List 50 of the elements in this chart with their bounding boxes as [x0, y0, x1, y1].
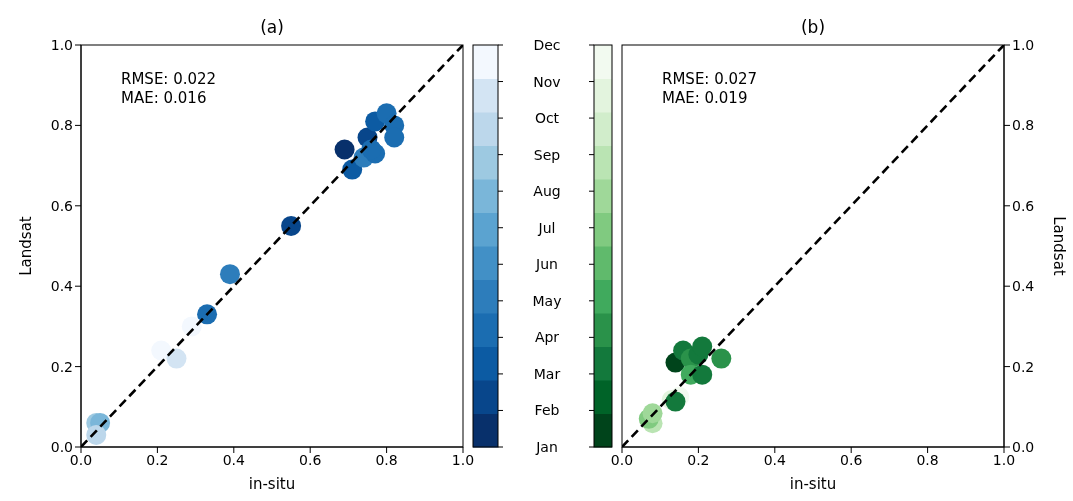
x-tick-label: 1.0: [451, 451, 475, 468]
color-bar-label: Dec: [533, 37, 561, 53]
y-tick-label: 0.8: [1012, 117, 1035, 134]
x-tick-label: 0.8: [916, 451, 939, 468]
point: [86, 424, 107, 445]
y-tick-label: 1.0: [50, 36, 73, 53]
y-axis-title: Landsat: [1049, 216, 1068, 276]
annotation: MAE: 0.019: [662, 89, 748, 107]
y-tick-label: 0.2: [1012, 358, 1035, 375]
y-axis-title: Landsat: [17, 216, 36, 276]
x-tick-label: 0.8: [375, 451, 398, 468]
chart-title: (b): [800, 17, 826, 37]
y-tick-label: 0.8: [50, 117, 73, 134]
y-tick-label: 0.4: [50, 278, 74, 295]
point: [219, 264, 240, 285]
x-tick-label: 0.6: [840, 451, 863, 468]
y-tick-label: 1.0: [1012, 36, 1035, 53]
x-tick-label: 0.2: [687, 451, 710, 468]
x-tick-label: 0.4: [222, 451, 246, 468]
color-bar-label: Oct: [534, 110, 560, 127]
color-bar-label: Mar: [533, 365, 561, 382]
y-tick-label: 0.6: [50, 197, 74, 214]
y-tick-label: 0.6: [1012, 197, 1035, 214]
x-tick-label: 0.6: [299, 451, 322, 468]
color-bar-label: May: [532, 292, 562, 309]
color-bar-label: Nov: [533, 73, 561, 90]
point: [166, 348, 187, 369]
color-bar-label: Jan: [535, 439, 558, 455]
annotation: RMSE: 0.027: [662, 70, 758, 88]
color-bar-label: Feb: [534, 402, 560, 419]
x-axis-title: in-situ: [248, 475, 296, 493]
point: [334, 139, 355, 160]
x-tick-label: 0.2: [146, 451, 169, 468]
x-tick-label: 0.0: [610, 451, 634, 468]
color-bar-label: Aug: [533, 183, 561, 200]
y-tick-label: 0.4: [1012, 278, 1035, 295]
annotation: MAE: 0.016: [121, 89, 207, 107]
point: [151, 340, 172, 361]
x-tick-label: 0.4: [763, 451, 787, 468]
color-bar-label: Jul: [537, 219, 556, 236]
color-bar-label: Jun: [535, 256, 558, 273]
color-bar-label: Apr: [534, 329, 560, 346]
annotation: RMSE: 0.022: [121, 70, 217, 88]
point: [692, 336, 713, 357]
x-axis-title: in-situ: [789, 475, 837, 493]
y-tick-label: 0.2: [50, 358, 73, 375]
point: [711, 348, 732, 369]
chart-title: (a): [260, 17, 284, 37]
point: [692, 364, 713, 385]
color-bar-label: Sep: [533, 146, 561, 163]
